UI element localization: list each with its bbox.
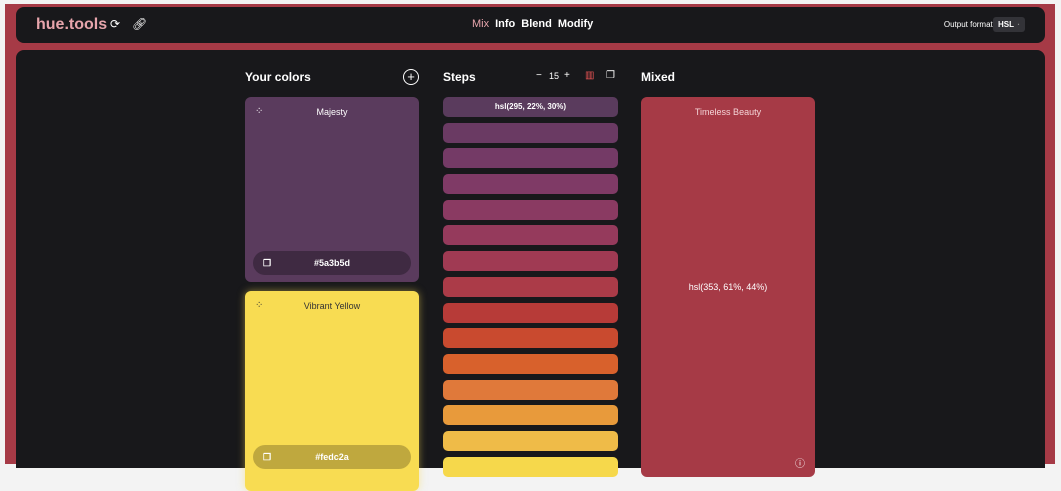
nav-mix[interactable]: Mix [472,18,490,30]
color-name: Majesty [316,107,348,117]
mixed-title: Mixed [641,70,676,84]
hex-value: #5a3b5d [313,258,351,268]
step-swatch[interactable] [443,251,618,272]
step-swatch[interactable] [443,456,618,477]
step-swatch[interactable] [443,174,618,195]
step-swatch[interactable] [443,430,618,451]
step-swatch[interactable] [443,276,618,297]
step-swatch[interactable]: hsl(295, 22%, 30%) [443,97,618,117]
nav-modify[interactable]: Modify [557,18,594,30]
mixed-value: hsl(353, 61%, 44%) [688,282,768,292]
color-name: Vibrant Yellow [303,301,361,311]
step-swatch[interactable] [443,328,618,349]
step-swatch[interactable] [443,353,618,374]
hex-bar[interactable]: ❐ #5a3b5d [253,251,411,275]
steps-list: hsl(295, 22%, 30%) [443,97,618,482]
step-swatch[interactable] [443,122,618,143]
copy-icon[interactable]: ❐ [263,258,272,268]
color-card[interactable]: ⁘ Majesty ❐ #5a3b5d [245,97,419,282]
decrease-steps-button[interactable]: − [536,70,542,81]
nav: Mix Info Blend Modify [472,18,593,30]
steps-title: Steps [443,70,476,84]
step-swatch[interactable] [443,199,618,220]
nav-blend[interactable]: Blend [521,18,552,30]
link-icon[interactable]: 🔗︎ [132,17,148,31]
your-colors-title: Your colors [245,70,311,84]
step-swatch[interactable] [443,379,618,400]
refresh-icon[interactable]: ⟳ [110,17,121,31]
mixed-card[interactable]: Timeless Beauty hsl(353, 61%, 44%) ⓘ [641,97,815,477]
picker-icon[interactable]: ⁘ [255,106,264,117]
step-swatch[interactable] [443,405,618,426]
logo[interactable]: hue.tools [36,16,108,33]
chart-icon[interactable]: ▥ [585,70,595,81]
main-panel: Your colors + ⁘ Majesty ❐ #5a3b5d ⁘ Vibra… [16,50,1045,491]
step-swatch[interactable] [443,302,618,323]
hex-value: #fedc2a [315,452,349,462]
header: hue.tools ⟳ 🔗︎ Mix Info Blend Modify Out… [16,7,1045,43]
add-color-button[interactable]: + [403,69,419,85]
copy-all-icon[interactable]: ❐ [606,70,615,81]
output-format-select[interactable]: HSL · [993,17,1025,32]
output-format-label: Output format: [943,20,995,29]
increase-steps-button[interactable]: + [564,70,570,81]
output-format-value: HSL [998,20,1014,29]
hex-bar[interactable]: ❐ #fedc2a [253,445,411,469]
picker-icon[interactable]: ⁘ [255,300,264,311]
info-icon[interactable]: ⓘ [795,459,805,470]
nav-info[interactable]: Info [495,18,516,30]
steps-count: 15 [549,71,560,81]
step-swatch[interactable] [443,148,618,169]
copy-icon[interactable]: ❐ [263,452,272,462]
color-card[interactable]: ⁘ Vibrant Yellow ❐ #fedc2a [245,291,419,491]
step-swatch[interactable] [443,225,618,246]
mixed-name: Timeless Beauty [694,107,762,117]
